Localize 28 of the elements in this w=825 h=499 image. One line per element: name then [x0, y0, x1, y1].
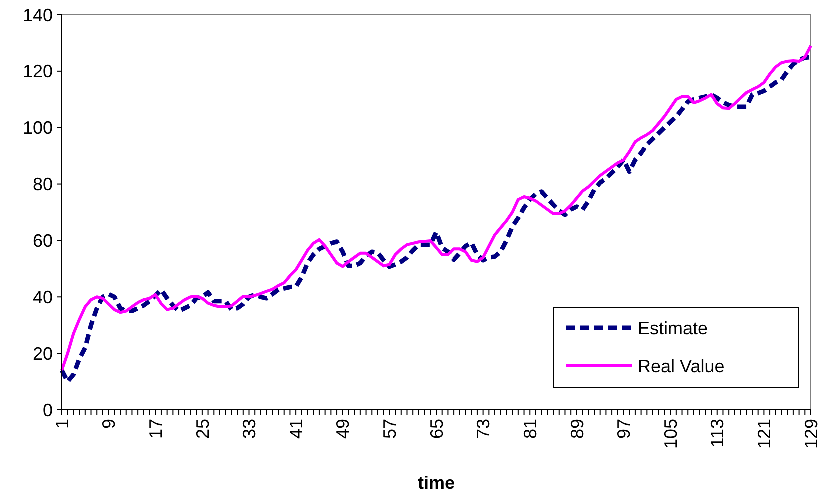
- x-tick-label: 33: [240, 419, 260, 440]
- x-tick-label: 121: [754, 419, 774, 450]
- y-tick-label: 20: [32, 344, 53, 364]
- x-tick-label: 17: [146, 419, 166, 440]
- x-tick-label: 1: [52, 419, 72, 430]
- x-tick-label: 41: [286, 419, 306, 440]
- x-tick-label: 105: [660, 419, 681, 450]
- x-tick-label: 65: [426, 419, 447, 440]
- x-tick-label: 9: [99, 419, 120, 430]
- x-tick-label: 113: [708, 419, 728, 448]
- y-tick-label: 140: [22, 5, 53, 26]
- x-tick-label: 73: [474, 419, 494, 440]
- x-tick-label: 81: [520, 419, 540, 440]
- y-tick-label: 40: [32, 287, 53, 308]
- x-axis-title: time: [418, 473, 456, 493]
- legend-label: Estimate: [638, 318, 708, 338]
- x-tick-label: 49: [333, 419, 354, 440]
- x-tick-label: 25: [192, 419, 213, 440]
- y-tick-label: 0: [42, 400, 53, 420]
- y-tick-label: 60: [32, 231, 53, 252]
- x-tick-label: 57: [380, 419, 400, 440]
- y-tick-label: 80: [32, 174, 53, 195]
- legend-label: Real Value: [638, 356, 725, 376]
- x-tick-label: 89: [567, 419, 588, 440]
- y-tick-label: 100: [22, 118, 53, 138]
- x-tick-label: 97: [614, 419, 634, 440]
- x-tick-label: 129: [801, 419, 822, 450]
- y-tick-label: 120: [22, 62, 53, 82]
